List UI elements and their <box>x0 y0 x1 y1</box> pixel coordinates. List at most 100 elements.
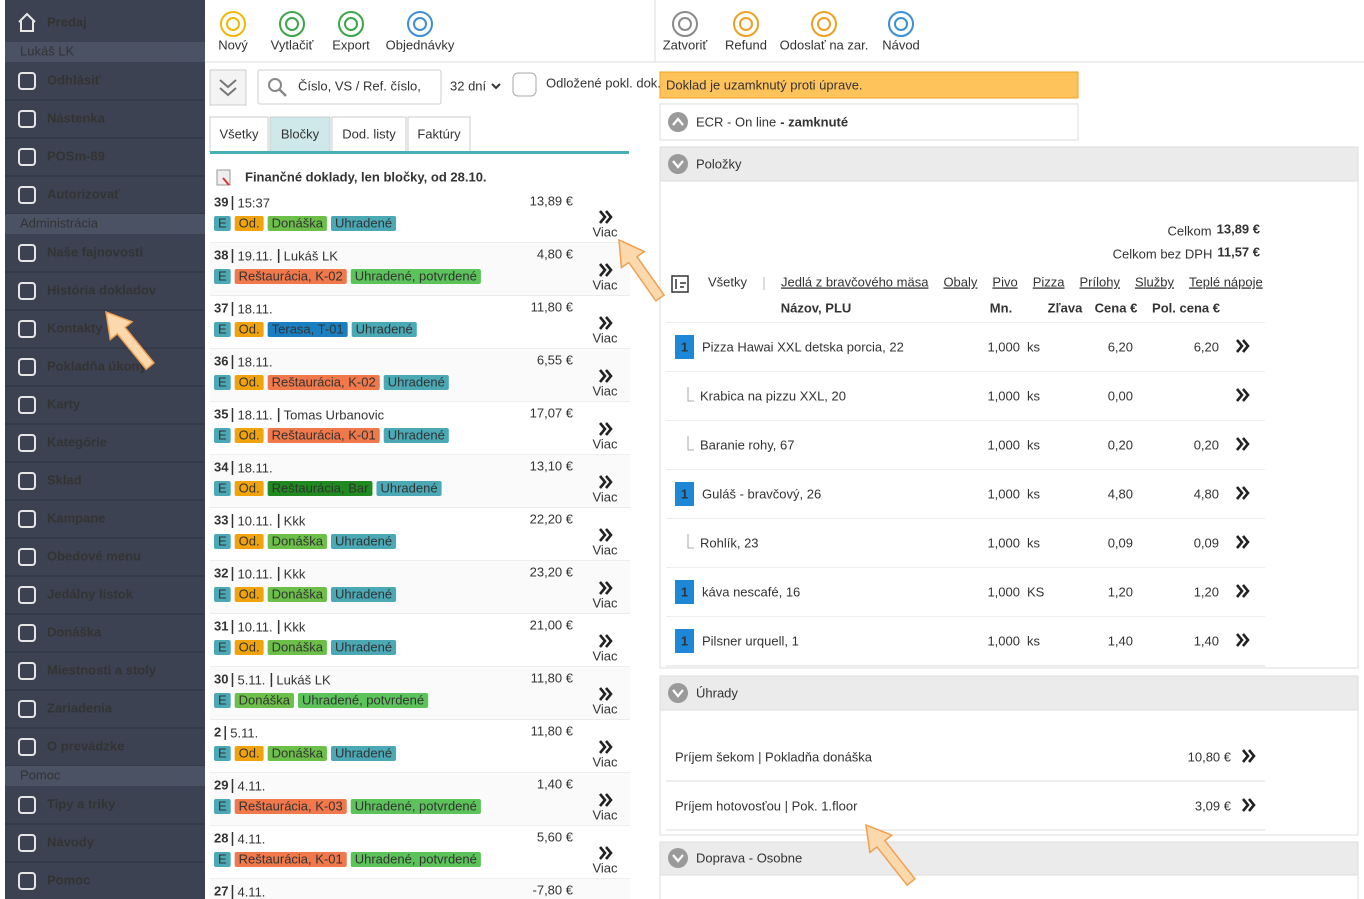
category-filter[interactable]: Jedlá z bravčového mäsa <box>781 274 929 289</box>
more-link[interactable]: Viac <box>592 807 618 822</box>
category-filter[interactable]: Obaly <box>943 274 977 289</box>
tag-label: Reštaurácia, K-02 <box>272 374 376 389</box>
nav-item[interactable]: Nástenka <box>47 110 106 125</box>
more-link[interactable]: Viac <box>592 648 618 663</box>
item-row[interactable] <box>666 519 1265 568</box>
nav-item[interactable]: Miestnosti a stoly <box>47 662 157 677</box>
more-link[interactable]: Viac <box>592 860 618 875</box>
item-row[interactable] <box>666 323 1265 372</box>
category-filter[interactable]: Pizza <box>1033 274 1066 289</box>
item-quantity: 1,000 <box>987 437 1020 452</box>
toolbar-button[interactable]: Refund <box>725 37 767 52</box>
item-row[interactable] <box>666 372 1265 421</box>
postponed-checkbox[interactable] <box>512 72 537 97</box>
nav-item[interactable]: História dokladov <box>47 282 157 297</box>
toolbar-icon[interactable] <box>811 11 837 37</box>
toolbar-button[interactable]: Návod <box>882 37 920 52</box>
tag-label: Od. <box>239 374 260 389</box>
nav-icon <box>18 586 36 604</box>
tab-label[interactable]: Dod. listy <box>342 126 396 141</box>
document-number: 34 <box>214 459 229 474</box>
item-row[interactable] <box>666 421 1265 470</box>
nav-item[interactable]: Tipy a triky <box>47 796 116 811</box>
nav-item[interactable]: Kampane <box>47 510 106 525</box>
nav-item[interactable]: Odhlásiť <box>47 72 102 87</box>
nav-item[interactable]: Naše fajnovosti <box>47 244 143 259</box>
more-link[interactable]: Viac <box>592 754 618 769</box>
nav-item[interactable]: Jedálny lístok <box>47 586 134 601</box>
tab[interactable] <box>407 116 471 153</box>
chevron-icon <box>605 210 613 224</box>
nav-item[interactable]: O prevádzke <box>47 738 124 753</box>
tag <box>214 481 231 496</box>
chevron-icon <box>1248 749 1256 763</box>
period-select[interactable]: 32 dní <box>450 78 487 93</box>
search-input[interactable] <box>257 69 442 105</box>
more-link[interactable]: Viac <box>592 701 618 716</box>
toolbar-icon[interactable] <box>338 11 364 37</box>
nav-item[interactable]: Sklad <box>47 472 82 487</box>
nav-item[interactable]: Predaj <box>47 14 87 29</box>
payment-row[interactable] <box>666 733 1265 781</box>
more-link[interactable]: Viac <box>592 595 618 610</box>
item-row[interactable] <box>666 568 1265 617</box>
more-link[interactable]: Viac <box>592 542 618 557</box>
item-total: 4,80 <box>1194 486 1219 501</box>
item-row[interactable] <box>666 470 1265 519</box>
more-link[interactable]: Viac <box>592 224 618 239</box>
nav-item[interactable]: POSm-89 <box>47 148 105 163</box>
more-link[interactable]: Viac <box>592 489 618 504</box>
category-filter[interactable]: Služby <box>1135 274 1175 289</box>
chevron-icon <box>599 581 607 595</box>
document-amount: 11,80 € <box>531 670 574 685</box>
category-filter[interactable]: Pivo <box>992 274 1017 289</box>
toolbar-icon[interactable] <box>279 11 305 37</box>
toolbar-button[interactable]: Export <box>332 37 370 52</box>
collapse-icon <box>219 79 237 89</box>
nav-item[interactable]: Návody <box>47 834 95 849</box>
nav-item[interactable]: Kontakty <box>47 320 103 335</box>
nav-item[interactable]: Autorizovať <box>47 186 121 201</box>
toolbar-icon[interactable] <box>220 11 246 37</box>
toolbar-button[interactable]: Nový <box>218 37 248 52</box>
nav-icon <box>18 282 36 300</box>
nav-item[interactable]: Zariadenia <box>47 700 113 715</box>
category-filter[interactable]: Teplé nápoje <box>1189 274 1263 289</box>
tab-label[interactable]: Bločky <box>281 126 320 141</box>
tab[interactable] <box>331 116 407 153</box>
tab[interactable] <box>269 116 331 153</box>
tag <box>267 216 327 231</box>
document-row[interactable] <box>210 879 630 899</box>
sub-item-connector <box>687 436 694 451</box>
nav-item[interactable]: Pomoc <box>47 872 90 887</box>
toolbar-icon[interactable] <box>888 11 914 37</box>
more-link[interactable]: Viac <box>592 383 618 398</box>
tag-label: E <box>218 586 227 601</box>
nav-item[interactable]: Obedové menu <box>47 548 141 563</box>
tag-label: E <box>218 480 227 495</box>
toolbar-icon[interactable] <box>672 11 698 37</box>
toolbar-button[interactable]: Objednávky <box>386 37 455 52</box>
category-filter[interactable]: Všetky <box>708 274 748 289</box>
more-link[interactable]: Viac <box>592 277 618 292</box>
nav-item[interactable]: Kategórie <box>47 434 107 449</box>
nav-item[interactable]: Donáška <box>47 624 102 639</box>
tab-label[interactable]: Faktúry <box>417 126 461 141</box>
toolbar-button[interactable]: Zatvoriť <box>663 37 708 52</box>
toolbar-icon-core <box>226 17 240 31</box>
item-row[interactable] <box>666 617 1265 666</box>
toolbar-icon[interactable] <box>407 11 433 37</box>
nav-item[interactable]: Pokladňa úkony <box>47 358 147 373</box>
toolbar-icon[interactable] <box>733 11 759 37</box>
toolbar-button[interactable]: Vytlačiť <box>271 37 314 52</box>
toolbar-button[interactable]: Odoslať na zar. <box>780 37 869 52</box>
more-link[interactable]: Viac <box>592 436 618 451</box>
tab-label[interactable]: Všetky <box>219 126 259 141</box>
chevron-icon <box>1242 584 1250 598</box>
nav-item[interactable]: Karty <box>47 396 81 411</box>
payment-row[interactable] <box>666 782 1265 830</box>
tab[interactable] <box>209 116 269 153</box>
category-filter[interactable]: Prílohy <box>1080 274 1121 289</box>
chevron-icon <box>605 846 613 860</box>
more-link[interactable]: Viac <box>592 330 618 345</box>
